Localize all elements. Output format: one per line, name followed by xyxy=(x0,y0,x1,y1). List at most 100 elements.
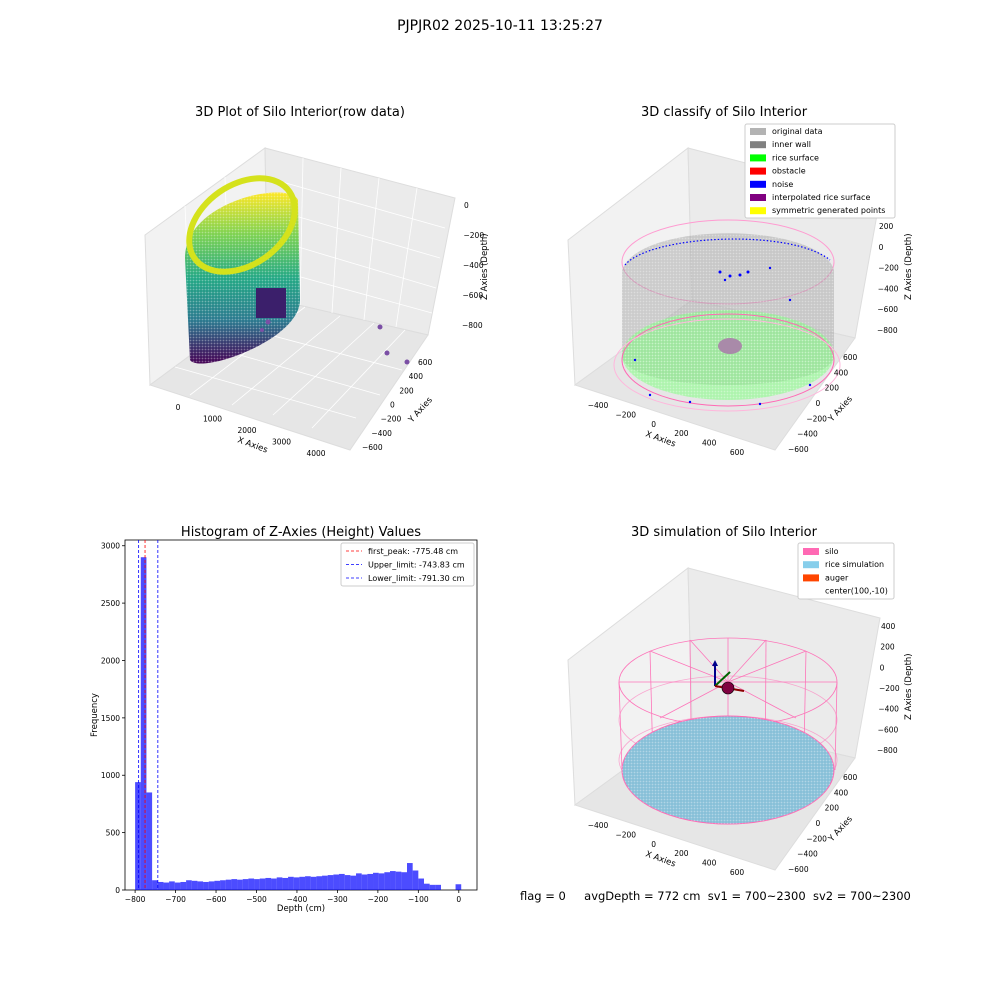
hist-bar xyxy=(299,876,306,890)
hist-bar xyxy=(259,878,266,890)
legend-label: silo xyxy=(825,547,839,556)
z-tick-label: −600 xyxy=(463,291,484,300)
sv2-range: sv2 = 700~2300 xyxy=(812,889,911,903)
z-tick-label: 0 xyxy=(879,243,884,252)
hist-bar xyxy=(378,873,385,890)
y-tick-label: 400 xyxy=(834,368,849,377)
hist-bars xyxy=(135,557,462,890)
x-tick-label: 200 xyxy=(674,429,689,438)
classify-legend: original data inner wall rice surface obsta… xyxy=(744,123,896,219)
sim-legend: silo rice simulation auger center(100,-10) xyxy=(797,542,895,600)
legend-label: obstacle xyxy=(772,167,806,176)
classify-y-label: Y Axies xyxy=(826,394,855,425)
x-tick-label: 2000 xyxy=(237,426,256,435)
x-tick-label: 3000 xyxy=(272,438,291,447)
legend-swatch xyxy=(750,207,766,215)
y-tick-label: 200 xyxy=(825,804,840,813)
z-tick-label: −600 xyxy=(878,725,899,734)
hist-legend: first_peak: -775.48 cm Upper_limit: -743.… xyxy=(340,542,475,587)
hist-bar xyxy=(271,878,277,890)
y-tick-label: −400 xyxy=(797,850,818,859)
y-tick-label: 600 xyxy=(843,773,858,782)
legend-label: interpolated rice surface xyxy=(772,193,870,202)
z-tick-label: 0 xyxy=(880,663,885,672)
hist-y-ticks: 0 500 1000 1500 2000 2500 3000 xyxy=(101,542,125,895)
sim-x-ticks: −400 −200 0 200 400 600 xyxy=(588,821,745,877)
panel-raw-3d: 3D Plot of Silo Interior(row data) xyxy=(144,105,490,458)
z-tick-label: −200 xyxy=(464,231,485,240)
hist-bar xyxy=(305,876,311,890)
status-footer: flag = 0 avgDepth = 772 cm sv1 = 700~230… xyxy=(520,889,911,903)
raw-obstacle-block xyxy=(256,288,286,318)
legend-swatch xyxy=(803,561,819,569)
raw-y-ticks: 600 400 200 0 −200 −400 −600 xyxy=(362,358,433,452)
hist-bar xyxy=(242,879,249,890)
z-tick-label: −400 xyxy=(463,261,484,270)
raw-y-label: Y Axies xyxy=(406,395,435,426)
hist-bar xyxy=(140,557,147,890)
x-tick-label: 0 xyxy=(651,840,656,849)
z-tick-label: 200 xyxy=(880,643,895,652)
z-tick-label: 400 xyxy=(881,622,896,631)
hist-y-label: Frequency xyxy=(90,693,100,737)
hist-bar xyxy=(412,870,419,890)
classify-bottom-rim xyxy=(621,313,835,407)
hist-bar xyxy=(401,872,408,890)
y-tick-label: 0 xyxy=(816,819,821,828)
classify-x-ticks: −400 −200 0 200 400 600 xyxy=(588,401,745,457)
hist-bar xyxy=(180,881,187,890)
hist-bar xyxy=(231,879,238,890)
sim-z-ticks: 400 200 0 −200 −400 −600 −800 xyxy=(877,622,900,755)
z-tick-label: −200 xyxy=(879,684,900,693)
y-tick-label: 500 xyxy=(106,829,121,838)
x-tick-label: −100 xyxy=(408,895,429,904)
panel-classify-3d: 3D classify of Silo Interior −400−200020… xyxy=(567,105,914,457)
hist-vlines xyxy=(138,540,159,890)
classify-y-ticks: 600 400 200 0 −200 −400 −600 xyxy=(788,353,858,454)
legend-label: symmetric generated points xyxy=(772,206,885,215)
hist-x-ticks: −800 −700 −600 −500 −400 −300 −200 −100 0 xyxy=(125,890,461,904)
hist-bar xyxy=(293,877,300,890)
classify-z-label: Z Axies (Depth) xyxy=(904,233,914,300)
hist-plot-area xyxy=(124,539,478,891)
x-tick-label: −200 xyxy=(615,410,636,419)
hist-bar xyxy=(435,884,441,890)
raw-top-rim xyxy=(186,175,298,275)
y-tick-label: −200 xyxy=(806,414,827,423)
raw-z-ticks: 0 −200 −400 −600 −800 xyxy=(462,201,484,330)
hist-bar xyxy=(361,874,368,890)
z-tick-label: −800 xyxy=(877,746,898,755)
hist-x-label: Depth (cm) xyxy=(277,904,325,914)
y-tick-label: 3000 xyxy=(101,542,120,551)
hist-bar xyxy=(455,884,462,890)
sim-y-ticks: 600 400 200 0 −200 −400 −600 xyxy=(788,773,858,874)
x-tick-label: −300 xyxy=(327,895,348,904)
y-tick-label: 200 xyxy=(825,384,840,393)
hist-bar xyxy=(220,880,226,890)
classify-noise-arc xyxy=(624,238,831,266)
hist-bar xyxy=(407,863,413,890)
legend-label: rice surface xyxy=(772,153,819,162)
hist-bar xyxy=(208,881,215,890)
hist-bar xyxy=(390,871,396,890)
raw-outlier-points xyxy=(260,319,410,365)
x-tick-label: −400 xyxy=(287,895,308,904)
y-tick-label: −400 xyxy=(797,430,818,439)
y-tick-label: 1500 xyxy=(101,714,120,723)
hist-bar xyxy=(344,875,351,890)
hist-bar xyxy=(163,882,170,890)
x-tick-label: 1000 xyxy=(203,415,222,424)
flag-status: flag = 0 xyxy=(520,889,566,903)
hist-bar xyxy=(186,880,192,890)
raw-x-label: X Axies xyxy=(236,435,269,455)
y-tick-label: 400 xyxy=(409,372,424,381)
panel-sim-title: 3D simulation of Silo Interior xyxy=(631,525,818,540)
legend-swatch xyxy=(750,128,766,135)
hist-bar xyxy=(276,877,283,890)
y-tick-label: −600 xyxy=(362,443,383,452)
hist-bar xyxy=(339,873,345,890)
hist-bar xyxy=(135,782,141,890)
hist-bar xyxy=(248,878,255,890)
classify-x-label: X Axies xyxy=(644,429,677,449)
